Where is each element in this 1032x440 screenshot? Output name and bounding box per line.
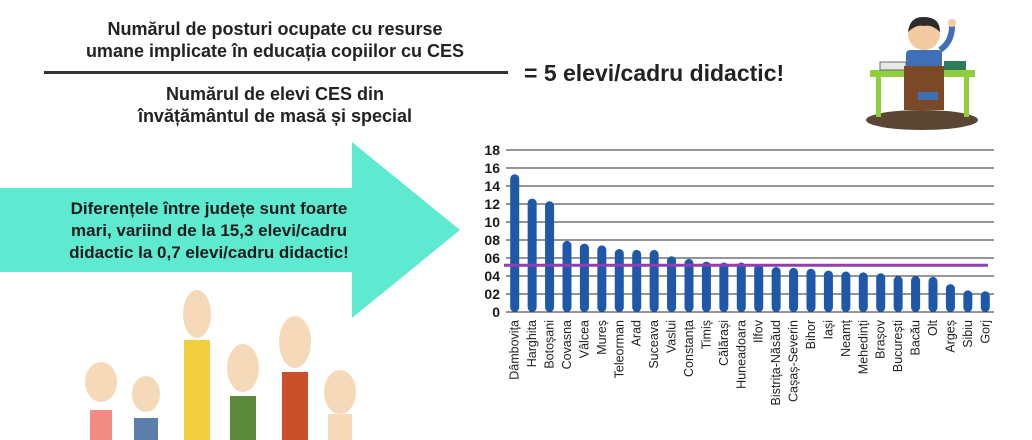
x-tick-label: Constanța [682,320,696,377]
x-tick-label: Gorj [978,320,992,344]
x-tick-label: Iași [821,320,835,339]
bar [841,271,851,312]
bar [579,243,589,312]
x-tick-label: Timiș [699,320,713,349]
callout-line-3: didactic la 0,7 elevi/cadru didactic! [69,243,349,262]
y-tick-label: 06 [484,250,500,266]
bar-chart: 0 02 04 06 08 10 12 14 16 18 Dâmbovița Harghita Boto… [484,142,994,405]
y-tick-label: 02 [484,286,500,302]
x-tick-label: Vâlcea [577,320,591,358]
bar [911,276,921,312]
numerator-line-2: umane implicate în educația copiilor cu … [85,41,465,61]
x-tick-label: Argeș [943,320,957,353]
ratio-fraction: Numărul de posturi ocupate cu resurse um… [30,18,520,127]
y-tick-label: 10 [484,214,500,230]
raised-hands-illustration [85,290,356,440]
numerator-line-1: Numărul de posturi ocupate cu resurse [107,19,443,39]
x-tick-label: Olt [926,319,940,336]
bar [597,245,607,312]
bar [928,276,938,312]
x-tick-label: București [891,320,905,372]
bar [684,258,694,312]
bar [632,249,642,312]
x-tick-label: Sibiu [961,320,975,348]
bar [754,264,764,312]
x-tick-label: Vaslui [665,320,679,353]
bar [527,198,537,312]
bar [719,262,729,312]
x-tick-label: Călărași [717,320,731,366]
ratio-result: = 5 elevi/cadru didactic! [524,60,785,86]
x-tick-label: Ilfov [752,319,766,343]
x-tick-label: Teleorman [612,320,626,378]
denominator-line-2: învățământul de masă și special [137,106,413,126]
x-tick-label: Botoșani [543,320,557,369]
bar [649,249,659,312]
bar [667,256,677,312]
bar [771,267,781,312]
x-tick-label: Bistrița-Năsăud [769,320,783,405]
callout-line-1: Diferențele între județe sunt foarte [70,199,348,218]
x-tick-label: Cașaș-Severin [787,320,801,402]
denominator-line-1: Numărul de elevi CES din [165,84,385,104]
bar [736,262,746,312]
y-tick-label: 14 [484,178,500,194]
x-tick-label: Mureș [595,320,609,355]
y-tick-label: 04 [484,268,500,284]
x-tick-label: Brașov [874,319,888,359]
bar [823,270,833,312]
bar [876,273,886,312]
bar [510,174,520,312]
bar [806,268,816,312]
bar [614,249,624,312]
student-desk-illustration [866,16,978,130]
bar [945,284,955,312]
bar [562,240,572,312]
y-tick-label: 0 [492,304,500,320]
bar [701,261,711,312]
x-tick-label: Covasna [560,320,574,369]
bar [858,272,868,312]
y-tick-label: 12 [484,196,500,212]
bar [980,291,990,312]
callout-line-2: mari, variind de la 15,3 elevi/cadru [71,221,347,240]
x-tick-label: Bihor [804,320,818,349]
x-tick-label: Suceava [647,320,661,369]
fraction-bar [44,71,508,74]
callout-arrow [0,142,460,318]
callout-text: Diferențele între județe sunt foarte mar… [34,198,384,264]
y-tick-label: 08 [484,232,500,248]
x-tick-label: Huneadoara [734,320,748,389]
x-tick-label: Neamț [839,319,853,356]
bar [893,276,903,312]
y-tick-label: 18 [484,142,500,158]
bar [963,290,973,312]
x-tick-label: Arad [630,320,644,346]
bar [789,267,799,312]
x-tick-label: Dâmbovița [508,320,522,380]
x-tick-label: Bacău [909,320,923,355]
x-tick-label: Harghita [525,320,539,367]
y-tick-label: 16 [484,160,500,176]
x-tick-label: Mehedinți [856,320,870,374]
bar [545,201,555,312]
